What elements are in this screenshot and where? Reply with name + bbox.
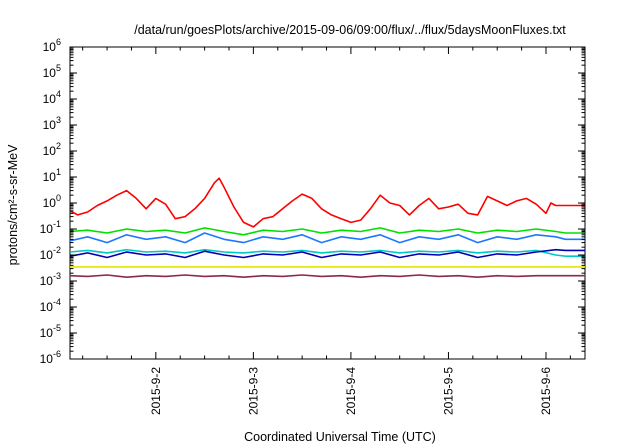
- series-line: [69, 248, 585, 259]
- y-tick-label: 10-3: [40, 271, 61, 288]
- series-line: [69, 248, 585, 258]
- y-tick-label: 10-2: [40, 245, 61, 262]
- y-tick-label: 10-1: [40, 219, 61, 236]
- y-tick-label: 105: [43, 63, 61, 80]
- series-line: [69, 177, 585, 228]
- series-line: [69, 232, 585, 244]
- y-tick-label: 10-5: [40, 323, 61, 340]
- y-tick-label: 104: [43, 89, 61, 106]
- plot-area-frame: [69, 46, 586, 360]
- x-axis: 2015-9-2 2015-9-3 2015-9-4 2015-9-5 2015-9-6: [82, 47, 571, 415]
- y-tick-label: 10-6: [40, 349, 61, 366]
- series-line: [69, 274, 585, 279]
- series-layer: [69, 177, 585, 279]
- x-tick-label: 2015-9-2: [149, 367, 163, 415]
- y-tick-label: 100: [43, 193, 61, 210]
- chart-title: /data/run/goesPlots/archive/2015-09-06/0…: [134, 23, 566, 37]
- y-axis-label: protons/cm²-s-sr-MeV: [6, 144, 20, 266]
- y-axis: 10-6 10-5 10-4 10-3 10-2 10-1 100 101 102 103 104 1…: [40, 37, 585, 366]
- y-tick-label: 103: [43, 115, 61, 132]
- series-line: [69, 227, 585, 236]
- y-tick-label: 10-4: [40, 297, 61, 314]
- x-tick-label: 2015-9-3: [246, 367, 260, 415]
- x-tick-label: 2015-9-6: [539, 367, 553, 415]
- y-tick-label: 102: [43, 141, 61, 158]
- x-tick-label: 2015-9-5: [441, 367, 455, 415]
- y-tick-label: 106: [43, 37, 61, 54]
- y-tick-label: 101: [43, 167, 61, 184]
- x-axis-label: Coordinated Universal Time (UTC): [244, 430, 436, 444]
- x-tick-label: 2015-9-4: [344, 367, 358, 415]
